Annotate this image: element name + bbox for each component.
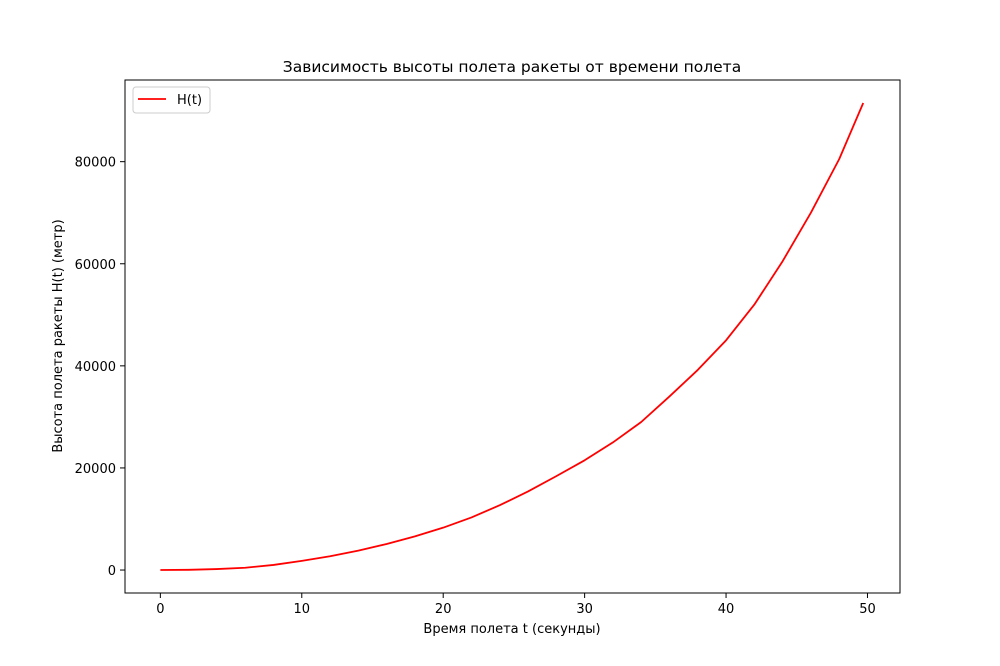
legend-label: H(t)	[177, 93, 202, 108]
y-tick-label: 60000	[75, 258, 116, 273]
x-tick-label: 20	[435, 602, 452, 617]
plot-area	[124, 79, 901, 594]
plot-frame	[124, 79, 901, 594]
x-tick-label: 30	[576, 602, 593, 617]
chart-title: Зависимость высоты полета ракеты от врем…	[283, 58, 741, 76]
y-tick-label: 20000	[75, 462, 116, 477]
legend: H(t)	[132, 86, 211, 114]
x-axis: 0 10 20 30 40 50	[156, 593, 876, 617]
x-tick-label: 0	[156, 602, 164, 617]
x-tick-label: 40	[718, 602, 735, 617]
y-tick-label: 80000	[75, 156, 116, 171]
y-axis: 0 20000 40000 60000 80000	[75, 156, 125, 579]
series-line	[160, 102, 865, 571]
x-tick-label: 50	[859, 602, 876, 617]
x-tick-label: 10	[294, 602, 311, 617]
y-axis-label: Высота полета ракеты H(t) (метр)	[51, 219, 66, 452]
y-tick-label: 0	[108, 564, 116, 579]
y-tick-label: 40000	[75, 360, 116, 375]
x-axis-label: Время полета t (секунды)	[423, 622, 600, 637]
legend-box	[132, 86, 211, 114]
